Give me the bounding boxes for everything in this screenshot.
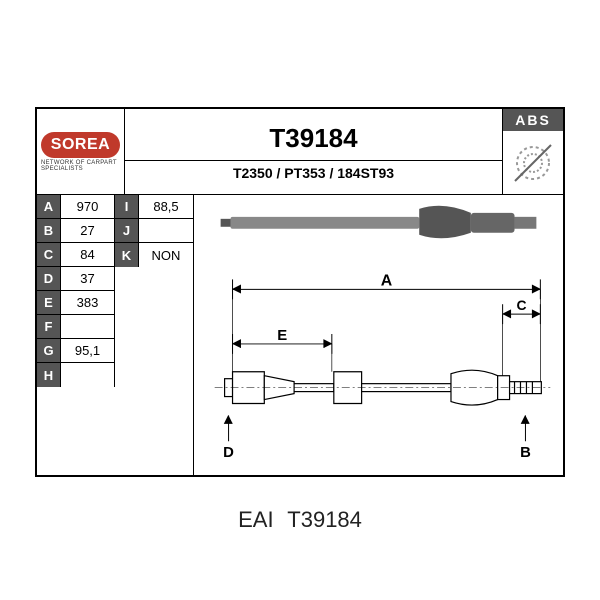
spec-value-A: 970 [61, 195, 115, 219]
abs-label: ABS [503, 109, 563, 131]
spec-label-H: H [37, 363, 61, 387]
spec-value-E: 383 [61, 291, 115, 315]
spec-value-D: 37 [61, 267, 115, 291]
driveshaft-diagram-icon: A C E [194, 195, 563, 476]
part-number: T39184 [125, 119, 502, 161]
dim-label-D: D [223, 445, 234, 461]
dim-label-C: C [516, 297, 526, 313]
spec-label-I: I [115, 195, 139, 219]
spec-value-C: 84 [61, 243, 115, 267]
spec-label-D: D [37, 267, 61, 291]
spec-value-H [61, 363, 115, 387]
caption: EAI T39184 [238, 507, 362, 533]
brand-tagline: NETWORK OF CARPART SPECIALISTS [41, 160, 120, 172]
spec-label-K: K [115, 243, 139, 267]
spec-right-values: 88,5 NON [139, 195, 193, 476]
spec-table: A B C D E F G H 970 27 84 37 383 95,1 [37, 195, 194, 476]
spec-value-I: 88,5 [139, 195, 193, 219]
spec-right-labels: I J K [115, 195, 139, 476]
header: SOREA NETWORK OF CARPART SPECIALISTS T39… [37, 109, 563, 195]
spec-label-F: F [37, 315, 61, 339]
spec-value-B: 27 [61, 219, 115, 243]
caption-brand: EAI [238, 507, 273, 532]
spec-left-values: 970 27 84 37 383 95,1 [61, 195, 115, 476]
abs-ring-icon [503, 131, 563, 194]
spec-label-E: E [37, 291, 61, 315]
dim-label-A: A [381, 272, 393, 289]
technical-drawing: A C E [194, 195, 563, 476]
spec-label-C: C [37, 243, 61, 267]
title-box: T39184 T2350 / PT353 / 184ST93 [125, 109, 503, 194]
logo-box: SOREA NETWORK OF CARPART SPECIALISTS [37, 109, 125, 194]
spec-card: SOREA NETWORK OF CARPART SPECIALISTS T39… [35, 107, 565, 477]
spec-label-B: B [37, 219, 61, 243]
spec-value-G: 95,1 [61, 339, 115, 363]
dim-label-B: B [520, 445, 531, 461]
body: A B C D E F G H 970 27 84 37 383 95,1 [37, 195, 563, 476]
spec-label-J: J [115, 219, 139, 243]
spec-label-A: A [37, 195, 61, 219]
spec-value-K: NON [139, 243, 193, 267]
spec-left-labels: A B C D E F G H [37, 195, 61, 476]
caption-code: T39184 [287, 507, 362, 532]
abs-box: ABS [503, 109, 563, 194]
dim-label-E: E [277, 328, 287, 344]
spec-value-F [61, 315, 115, 339]
cross-references: T2350 / PT353 / 184ST93 [233, 161, 394, 185]
brand-logo: SOREA [41, 132, 120, 158]
spec-value-J [139, 219, 193, 243]
spec-label-G: G [37, 339, 61, 363]
